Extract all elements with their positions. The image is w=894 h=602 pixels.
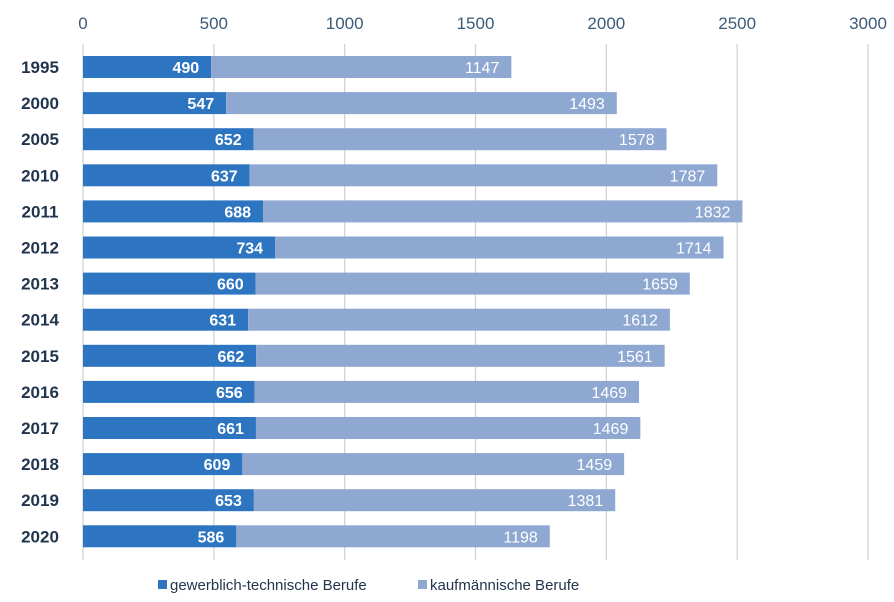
legend-label: gewerblich-technische Berufe [170,577,367,594]
data-label-kaufmaennisch: 1578 [619,132,655,149]
bar-gewerblich-2020 [83,525,237,548]
bar-kaufmaennisch-2011 [263,200,743,223]
y-axis-categories: 1995 2000 2005 2010 2011 2012 2013 2014 2015 2016… [21,58,59,546]
data-label-kaufmaennisch: 1459 [577,457,613,474]
x-tick-label: 0 [78,14,87,33]
data-label-gewerblich: 547 [187,96,214,113]
data-label-gewerblich: 661 [217,421,244,438]
category-label: 2018 [21,455,59,474]
legend-label: kaufmännische Berufe [430,577,579,594]
x-tick-label: 2500 [718,14,756,33]
bar-kaufmaennisch-2014 [248,308,670,331]
data-label-gewerblich: 586 [198,529,225,546]
data-label-gewerblich: 652 [215,132,242,149]
data-label-gewerblich: 653 [215,493,242,510]
bar-gewerblich-2019 [83,489,254,512]
bar-gewerblich-2011 [83,200,264,223]
bar-kaufmaennisch-2018 [242,453,625,476]
category-label: 2015 [21,347,59,366]
x-tick-label: 2000 [587,14,625,33]
data-label-kaufmaennisch: 1198 [503,529,538,546]
data-label-gewerblich: 734 [236,241,263,258]
data-label-kaufmaennisch: 1787 [670,168,706,185]
bar-gewerblich-2013 [83,272,256,295]
data-label-kaufmaennisch: 1832 [695,204,731,221]
data-label-kaufmaennisch: 1469 [591,385,627,402]
data-label-gewerblich: 660 [217,277,244,294]
data-label-kaufmaennisch: 1561 [617,349,653,366]
category-label: 2000 [21,94,59,113]
data-label-kaufmaennisch: 1147 [465,60,500,77]
gridlines [82,44,869,560]
bar-kaufmaennisch-2015 [256,344,665,367]
category-label: 2020 [21,527,59,546]
bar-gewerblich-1995 [83,56,212,78]
data-label-kaufmaennisch: 1469 [593,421,629,438]
data-label-gewerblich: 609 [204,457,231,474]
data-label-kaufmaennisch: 1659 [642,277,678,294]
bar-gewerblich-2016 [83,380,255,403]
bar-gewerblich-2012 [83,236,276,259]
x-axis-ticks: 0 500 1000 1500 2000 2500 3000 [78,14,887,33]
bar-gewerblich-2017 [83,417,256,439]
data-label-gewerblich: 656 [216,385,243,402]
data-label-gewerblich: 631 [209,313,236,330]
category-label: 2012 [21,239,59,258]
category-label: 2014 [21,311,59,330]
category-label: 2011 [22,202,59,221]
category-label: 2016 [21,383,59,402]
bar-kaufmaennisch-2017 [255,417,641,439]
bar-gewerblich-2018 [83,453,243,476]
bar-kaufmaennisch-2000 [226,92,617,115]
category-label: 2010 [21,166,59,185]
category-label: 2013 [21,275,59,294]
legend: gewerblich-technische Berufe kaufmännisch… [158,577,579,594]
category-label: 2019 [21,491,59,510]
bar-gewerblich-2005 [83,128,254,151]
bars [83,56,743,548]
data-labels: 490 1147 547 1493 652 1578 637 1787 688 1832 734 17… [173,60,731,546]
bar-kaufmaennisch-2019 [253,489,616,512]
x-tick-label: 500 [200,14,228,33]
bar-kaufmaennisch-2012 [275,236,724,259]
x-tick-label: 1500 [457,14,495,33]
data-label-kaufmaennisch: 1381 [568,493,604,510]
bar-kaufmaennisch-2020 [236,525,550,548]
category-label: 1995 [21,58,59,77]
legend-swatch [418,580,427,589]
data-label-kaufmaennisch: 1493 [569,96,605,113]
bar-gewerblich-2015 [83,344,257,367]
bar-kaufmaennisch-2016 [254,380,640,403]
data-label-kaufmaennisch: 1612 [622,313,658,330]
category-label: 2005 [21,130,59,149]
data-label-gewerblich: 490 [173,60,200,77]
category-label: 2017 [21,419,59,438]
bar-gewerblich-2014 [83,308,249,331]
bar-kaufmaennisch-2005 [253,128,667,151]
bar-gewerblich-2000 [83,92,227,115]
data-label-kaufmaennisch: 1714 [676,241,712,258]
bar-gewerblich-2010 [83,164,250,187]
x-tick-label: 1000 [326,14,364,33]
data-label-gewerblich: 688 [224,204,251,221]
x-tick-label: 3000 [849,14,887,33]
legend-swatch [158,580,167,589]
bar-kaufmaennisch-2010 [249,164,718,187]
data-label-gewerblich: 637 [211,168,238,185]
data-label-gewerblich: 662 [218,349,245,366]
bar-kaufmaennisch-2013 [255,272,690,295]
bar-kaufmaennisch-1995 [211,56,512,78]
